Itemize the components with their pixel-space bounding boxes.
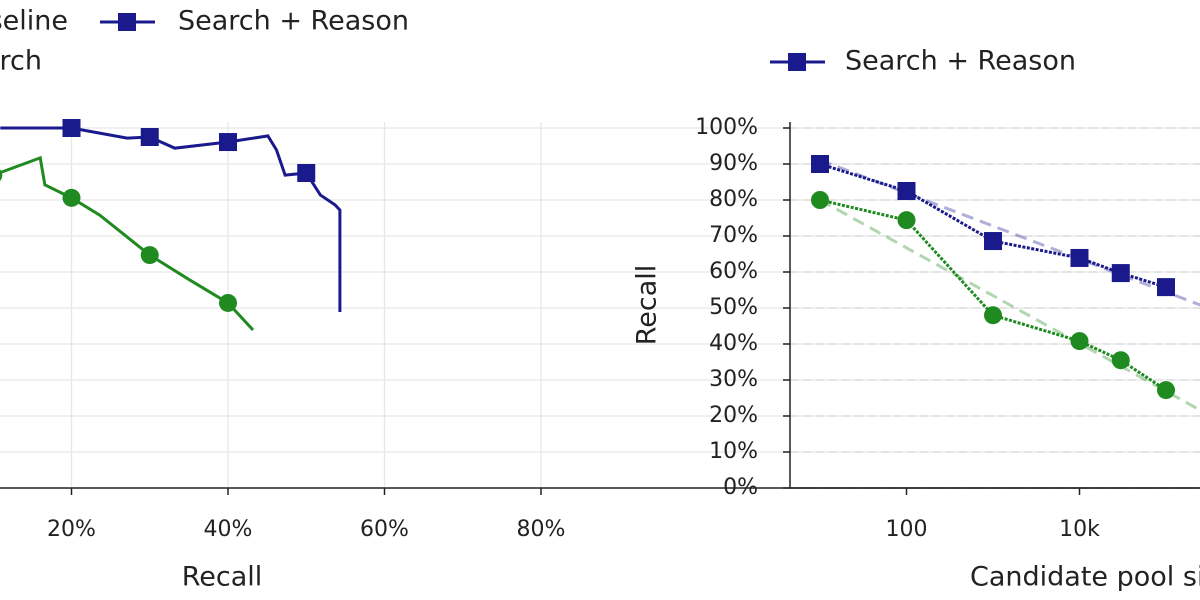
x-tick-label: 10k [1059,517,1100,542]
y-tick-label: 10% [709,439,758,464]
marker [1070,248,1089,267]
marker [810,155,829,173]
y-tick-label: 0% [723,475,758,500]
x-tick-label: 80% [517,517,566,542]
legend-marker [118,13,136,31]
x-axis-label: Recall [182,562,263,593]
marker [1156,278,1175,297]
x-tick-label: 20% [47,517,96,542]
x-tick-label: 100 [885,517,927,542]
y-tick-label: 30% [709,367,758,392]
marker [897,182,916,200]
y-tick-label: 100% [695,115,758,140]
y-tick-label: 70% [709,223,758,248]
y-tick-label: 40% [709,331,758,356]
legend-marker [788,53,806,71]
marker [1156,381,1175,400]
y-tick-label: 80% [709,187,758,212]
marker [1111,351,1130,370]
x-tick-label: 60% [360,517,409,542]
y-axis-label: Recall [632,265,663,346]
marker [1111,264,1130,283]
series-line [0,126,342,312]
marker [140,128,159,146]
legend-label: Search + Reason [845,46,1076,77]
legend-label: Search [0,46,42,77]
marker [140,246,159,265]
y-tick-label: 50% [709,295,758,320]
series-line [819,198,1167,392]
x-axis-label: Candidate pool size [970,562,1200,593]
legend-label: Search + Reason [178,6,409,37]
trend-line [819,198,1200,412]
marker [810,191,829,209]
y-tick-label: 60% [709,259,758,284]
marker [62,188,81,207]
marker [983,232,1002,251]
marker [983,306,1002,325]
marker [0,169,3,182]
marker [897,211,916,230]
marker [219,133,237,152]
marker [297,164,316,182]
marker [62,119,81,137]
x-tick-label: 40% [204,517,253,542]
marker [1070,332,1089,351]
marker [219,293,237,312]
series-line [0,155,255,331]
trend-line [819,158,1200,307]
y-tick-label: 20% [709,403,758,428]
legend-label: Baseline [0,6,68,37]
y-tick-label: 90% [709,151,758,176]
